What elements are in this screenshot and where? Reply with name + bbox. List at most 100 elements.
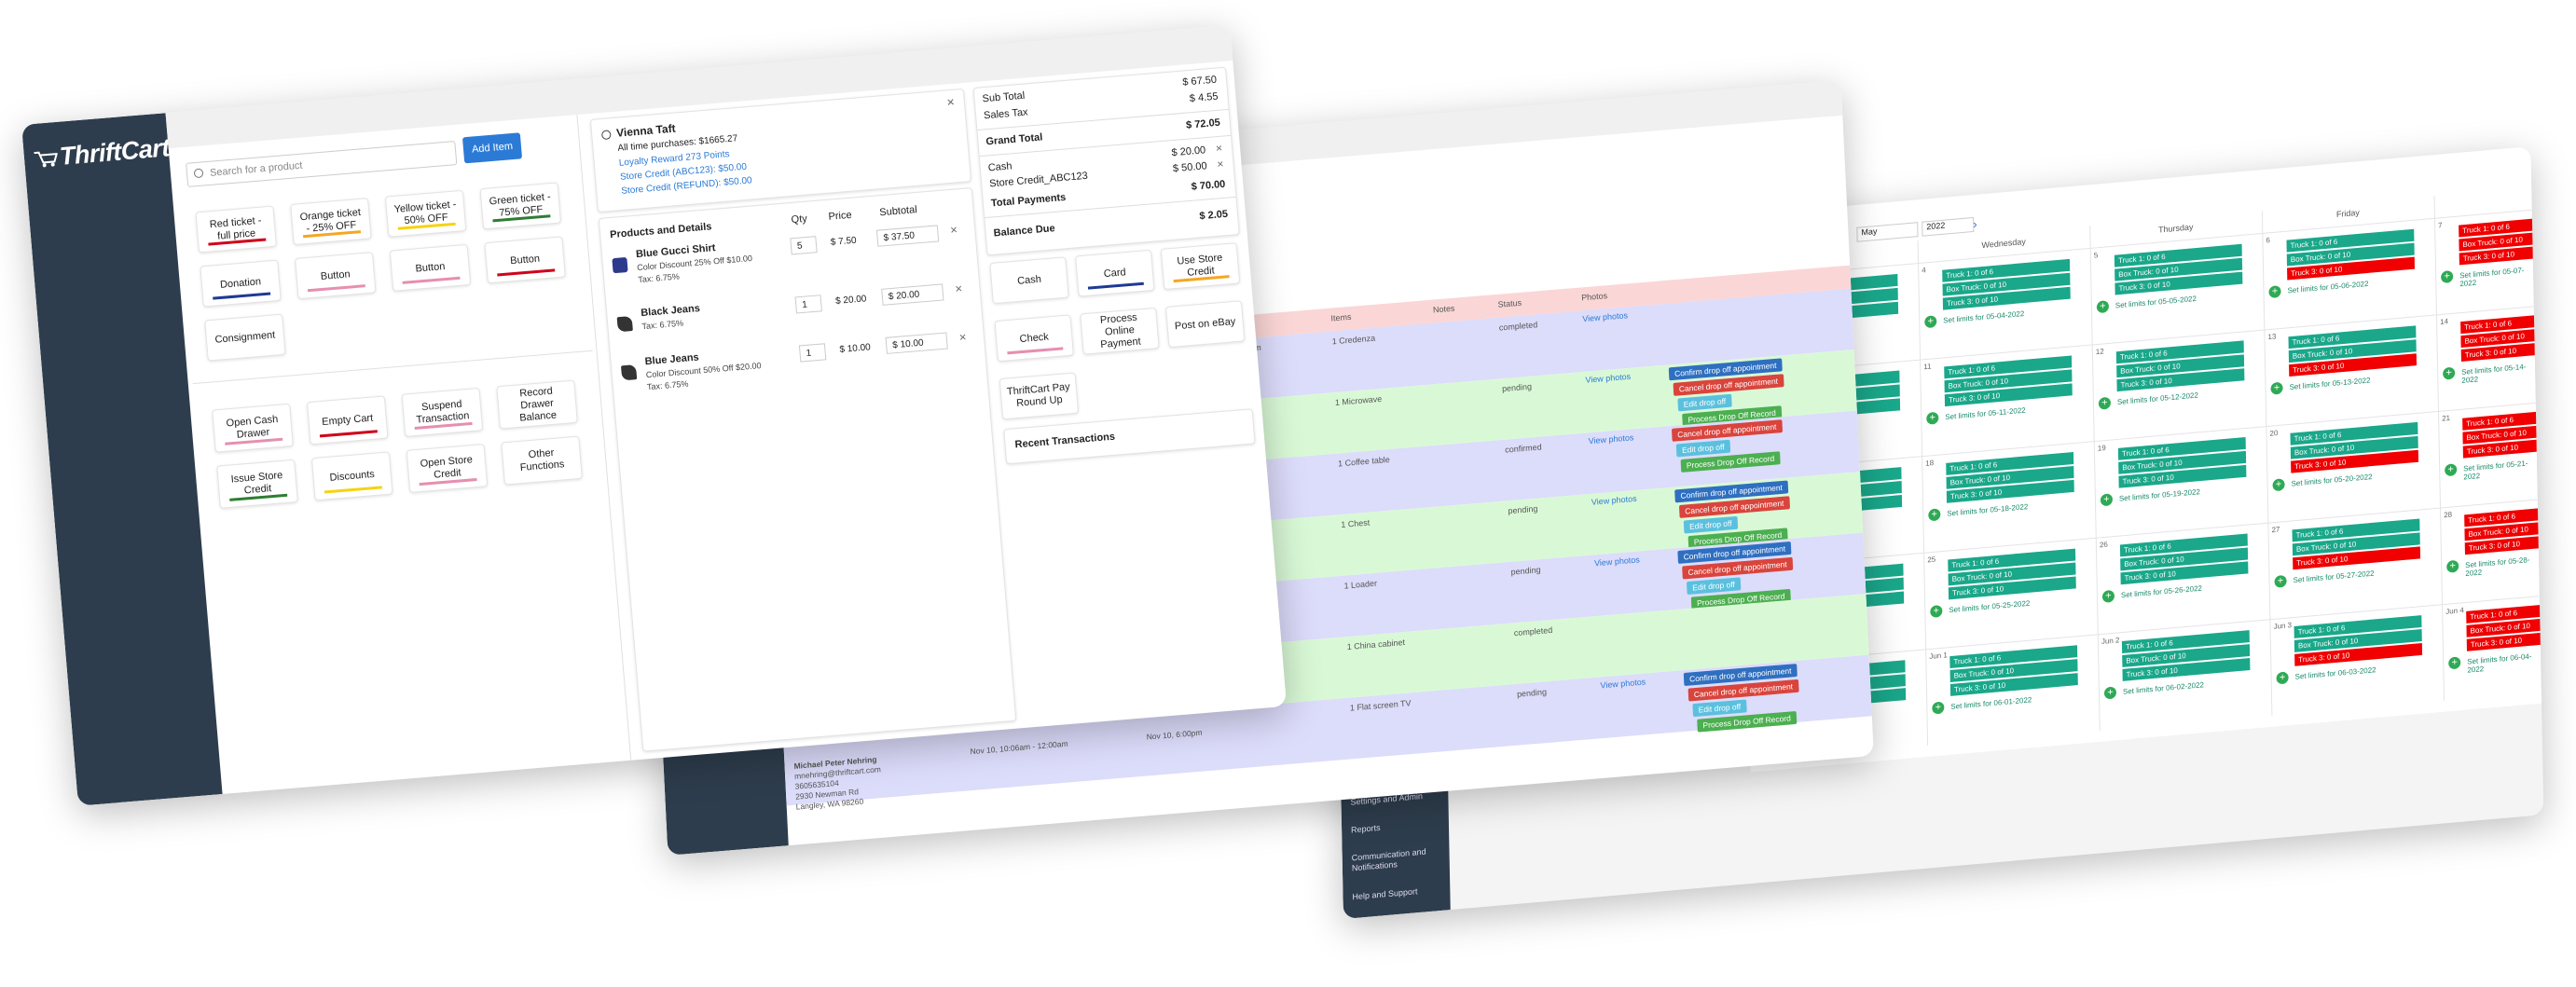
search-input[interactable]: Search for a product bbox=[186, 141, 458, 187]
item-icon bbox=[612, 256, 628, 274]
recent-transactions: Recent Transactions bbox=[1003, 408, 1256, 465]
customer-name: Vienna Taft bbox=[615, 121, 677, 140]
logo: ThriftCart bbox=[58, 133, 171, 171]
item-price: $ 20.00 bbox=[834, 294, 867, 307]
button-underline bbox=[213, 292, 271, 300]
day-number: 19 bbox=[2097, 444, 2106, 453]
button-label: Other Functions bbox=[519, 446, 565, 474]
action-button[interactable]: Post on eBay bbox=[1164, 300, 1246, 349]
action-button[interactable]: Other Functions bbox=[501, 435, 583, 486]
button-label: Discounts bbox=[329, 468, 376, 484]
button-underline bbox=[402, 276, 461, 284]
day-number: Jun 1 bbox=[1929, 651, 1948, 661]
day-number: 4 bbox=[1922, 266, 1926, 275]
day-number: Jun 4 bbox=[2445, 606, 2464, 616]
button-label: Process Online Payment bbox=[1099, 311, 1142, 350]
action-button[interactable]: Suspend Transaction bbox=[401, 387, 484, 437]
action-button[interactable]: Button bbox=[484, 236, 566, 284]
action-button[interactable]: Red ticket - full price bbox=[195, 205, 277, 254]
total-value: $ 72.05 bbox=[1185, 117, 1221, 131]
person-icon bbox=[600, 130, 612, 141]
day-number: 27 bbox=[2271, 525, 2280, 535]
action-button[interactable]: Use Store Credit bbox=[1160, 242, 1241, 291]
total-label: Balance Due bbox=[993, 223, 1056, 240]
action-button[interactable]: Card bbox=[1075, 249, 1155, 297]
column-header: Notes bbox=[1432, 303, 1455, 315]
action-button[interactable]: Record Drawer Balance bbox=[496, 379, 578, 430]
total-value: $ 2.05 bbox=[1198, 208, 1229, 223]
button-underline bbox=[324, 486, 382, 494]
button-label: Record Drawer Balance bbox=[518, 385, 558, 424]
close-icon[interactable]: × bbox=[945, 93, 956, 110]
action-button[interactable]: ThriftCart Pay Round Up bbox=[999, 372, 1080, 420]
action-button[interactable]: Orange ticket - 25% OFF bbox=[290, 198, 372, 246]
action-button[interactable]: Button bbox=[389, 243, 472, 292]
day-number: 7 bbox=[2438, 221, 2443, 230]
action-button[interactable]: Open Store Credit bbox=[406, 444, 489, 493]
subtotal-input[interactable]: $ 10.00 bbox=[885, 332, 948, 354]
button-underline bbox=[497, 268, 556, 277]
action-button[interactable]: Process Online Payment bbox=[1080, 307, 1160, 355]
action-button[interactable]: Empty Cart bbox=[306, 395, 389, 446]
total-value: $ 70.00 bbox=[1191, 178, 1226, 193]
next-arrow[interactable]: › bbox=[1973, 216, 1977, 231]
add-item-button[interactable]: Add Item bbox=[461, 132, 523, 164]
action-button[interactable]: Yellow ticket - 50% OFF bbox=[384, 189, 467, 238]
subtotal-input[interactable]: $ 20.00 bbox=[881, 283, 944, 306]
cart-icon bbox=[34, 151, 59, 168]
item-name: Blue Jeans bbox=[644, 351, 700, 368]
item-price: $ 10.00 bbox=[839, 342, 872, 356]
item-icon bbox=[616, 315, 633, 333]
total-value: $ 4.55 bbox=[1189, 90, 1219, 105]
action-button[interactable]: Issue Store Credit bbox=[216, 459, 298, 509]
button-underline bbox=[307, 284, 365, 293]
button-label: Button bbox=[509, 253, 541, 267]
day-number: Jun 2 bbox=[2101, 636, 2120, 646]
action-button[interactable]: Button bbox=[295, 252, 377, 300]
button-label: Card bbox=[1103, 266, 1127, 280]
action-button[interactable]: Consignment bbox=[204, 313, 286, 362]
pos-screen: ThriftCart Search for a product Add Item R… bbox=[21, 25, 1288, 806]
subtotal-input[interactable]: $ 37.50 bbox=[875, 225, 940, 247]
qty-input[interactable]: 5 bbox=[790, 236, 818, 255]
button-label: Check bbox=[1019, 331, 1050, 345]
total-label: Sales Tax bbox=[983, 106, 1029, 122]
totals-card: Sub Total $ 67.50 Sales Tax $ 4.55 Grand Tot… bbox=[972, 66, 1240, 256]
products-card: Products and Details Qty Price Subtotal Blue… bbox=[598, 187, 1017, 752]
action-button[interactable]: Discounts bbox=[310, 451, 393, 501]
action-button[interactable]: Donation bbox=[200, 259, 282, 308]
remove-icon[interactable]: × bbox=[954, 281, 963, 296]
remove-icon[interactable]: × bbox=[1216, 157, 1225, 171]
total-value: $ 67.50 bbox=[1181, 74, 1218, 89]
action-button[interactable]: Open Cash Drawer bbox=[212, 403, 294, 453]
total-label: Cash bbox=[987, 160, 1012, 174]
day-number: 20 bbox=[2269, 428, 2279, 438]
action-button[interactable]: Cash bbox=[989, 256, 1069, 305]
day-number: 6 bbox=[2266, 236, 2271, 245]
day-number: 21 bbox=[2442, 413, 2451, 423]
button-underline bbox=[319, 430, 378, 438]
button-label: Consignment bbox=[214, 328, 276, 346]
total-label: Store Credit_ABC123 bbox=[988, 170, 1089, 190]
column-header: Products and Details bbox=[609, 221, 712, 241]
remove-icon[interactable]: × bbox=[958, 329, 968, 345]
qty-input[interactable]: 1 bbox=[798, 343, 827, 363]
column-header: Items bbox=[1330, 311, 1352, 323]
recent-transactions-title: Recent Transactions bbox=[1014, 431, 1116, 451]
day-number: 18 bbox=[1925, 459, 1935, 468]
total-label: Total Payments bbox=[990, 191, 1067, 210]
button-label: Button bbox=[415, 260, 446, 275]
action-button[interactable]: Green ticket - 75% OFF bbox=[479, 182, 562, 230]
day-number: 28 bbox=[2444, 510, 2453, 520]
button-label: Button bbox=[320, 267, 351, 282]
item-detail: Tax: 6.75% bbox=[646, 378, 689, 392]
qty-input[interactable]: 1 bbox=[794, 295, 822, 314]
button-underline bbox=[1007, 347, 1064, 355]
remove-icon[interactable]: × bbox=[1215, 141, 1223, 156]
button-underline bbox=[1087, 281, 1144, 290]
button-label: Empty Cart bbox=[321, 412, 374, 428]
action-button[interactable]: Check bbox=[994, 314, 1074, 363]
remove-icon[interactable]: × bbox=[949, 222, 958, 238]
day-number: 5 bbox=[2093, 251, 2099, 260]
button-label: Donation bbox=[219, 275, 262, 291]
